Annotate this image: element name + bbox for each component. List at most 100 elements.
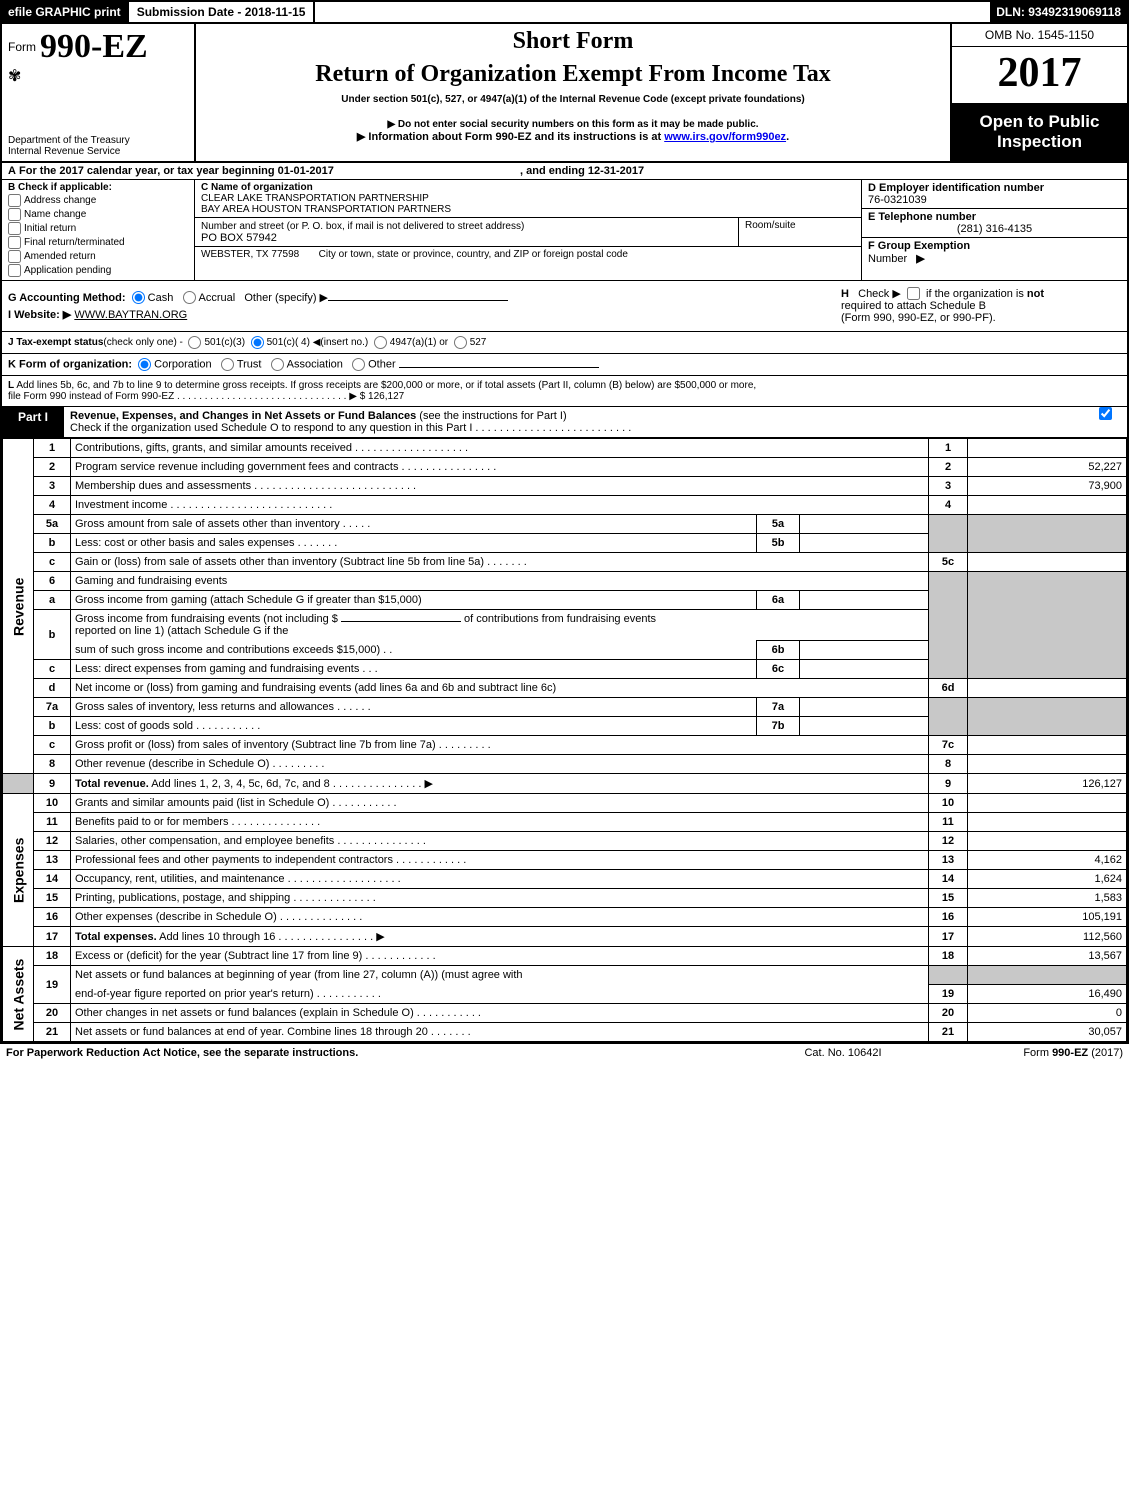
ln-4: 4 bbox=[34, 496, 71, 515]
num-12: 12 bbox=[929, 832, 968, 851]
f-group-exemption: F Group Exemption Number ▶ bbox=[862, 238, 1127, 267]
tax-year: 2017 bbox=[952, 47, 1127, 104]
6b-blank[interactable] bbox=[341, 621, 461, 622]
desc-17: Total expenses. Add lines 10 through 16 … bbox=[71, 927, 929, 947]
part-1-title-bold: Revenue, Expenses, and Changes in Net As… bbox=[70, 410, 419, 422]
d-label: D Employer identification number bbox=[868, 182, 1044, 194]
line-18: Net Assets 18 Excess or (deficit) for th… bbox=[3, 947, 1127, 966]
line-7a: 7a Gross sales of inventory, less return… bbox=[3, 698, 1127, 717]
line-8: 8 Other revenue (describe in Schedule O)… bbox=[3, 755, 1127, 774]
g-accrual-radio[interactable] bbox=[183, 291, 196, 304]
l-text-2: file Form 990 instead of Form 990-EZ bbox=[8, 391, 174, 402]
chk-application-pending-box[interactable] bbox=[8, 264, 21, 277]
line-6d: d Net income or (loss) from gaming and f… bbox=[3, 679, 1127, 698]
h-text-1: Check ▶ bbox=[858, 288, 901, 300]
open-to-public: Open to Public Inspection bbox=[952, 104, 1127, 161]
chk-initial-return-box[interactable] bbox=[8, 222, 21, 235]
ln-9: 9 bbox=[34, 774, 71, 794]
return-title: Return of Organization Exempt From Incom… bbox=[202, 61, 944, 88]
form-number: 990-EZ bbox=[40, 28, 148, 66]
grey-19-amt bbox=[968, 966, 1127, 985]
chk-final-return[interactable]: Final return/terminated bbox=[8, 236, 188, 249]
org-name-1: CLEAR LAKE TRANSPORTATION PARTNERSHIP bbox=[201, 193, 429, 204]
desc-20: Other changes in net assets or fund bala… bbox=[71, 1003, 929, 1022]
j-501c3-radio[interactable] bbox=[188, 336, 201, 349]
chk-name-change-box[interactable] bbox=[8, 208, 21, 221]
h-text-2: if the organization is bbox=[926, 288, 1027, 300]
l-label: L bbox=[8, 380, 14, 391]
g-other-blank[interactable] bbox=[328, 300, 508, 301]
num-17: 17 bbox=[929, 927, 968, 947]
j-527-radio[interactable] bbox=[454, 336, 467, 349]
footer: For Paperwork Reduction Act Notice, see … bbox=[0, 1044, 1129, 1062]
j-o4: 527 bbox=[470, 338, 487, 349]
desc-2: Program service revenue including govern… bbox=[71, 458, 929, 477]
num-18: 18 bbox=[929, 947, 968, 966]
desc-5b: Less: cost or other basis and sales expe… bbox=[71, 534, 757, 553]
desc-6b-1: Gross income from fundraising events (no… bbox=[71, 610, 929, 641]
chk-name-change-label: Name change bbox=[24, 209, 86, 220]
form-container: efile GRAPHIC print Submission Date - 20… bbox=[0, 0, 1129, 1044]
k-corp-radio[interactable] bbox=[138, 358, 151, 371]
efile-print-button[interactable]: efile GRAPHIC print bbox=[2, 2, 127, 22]
g-cash-radio[interactable] bbox=[132, 291, 145, 304]
chk-address-change-box[interactable] bbox=[8, 194, 21, 207]
line-19b: end-of-year figure reported on prior yea… bbox=[3, 984, 1127, 1003]
ln-6d: d bbox=[34, 679, 71, 698]
a-end: 12-31-2017 bbox=[588, 165, 644, 177]
desc-7a: Gross sales of inventory, less returns a… bbox=[71, 698, 757, 717]
footer-right-a: Form bbox=[1023, 1047, 1052, 1059]
desc-17-t: Add lines 10 through 16 . . . . . . . . … bbox=[157, 931, 385, 943]
subamt-6a bbox=[800, 591, 929, 610]
grey-5-amt bbox=[968, 515, 1127, 553]
do-not-enter: ▶ Do not enter social security numbers o… bbox=[202, 119, 944, 130]
row-j: J Tax-exempt status(check only one) - 50… bbox=[2, 332, 1127, 354]
c-street-label: Number and street (or P. O. box, if mail… bbox=[201, 221, 524, 232]
c-street: Number and street (or P. O. box, if mail… bbox=[195, 218, 738, 246]
num-9: 9 bbox=[929, 774, 968, 794]
j-501c-radio[interactable] bbox=[251, 336, 264, 349]
num-1: 1 bbox=[929, 439, 968, 458]
a-text-2: , and ending bbox=[520, 165, 588, 177]
chk-name-change[interactable]: Name change bbox=[8, 208, 188, 221]
under-section: Under section 501(c), 527, or 4947(a)(1)… bbox=[202, 94, 944, 105]
form-word: Form bbox=[8, 40, 36, 54]
topbar-spacer bbox=[315, 2, 990, 22]
k-other-radio[interactable] bbox=[352, 358, 365, 371]
line-15: 15 Printing, publications, postage, and … bbox=[3, 889, 1127, 908]
subamt-7a bbox=[800, 698, 929, 717]
chk-amended-return-box[interactable] bbox=[8, 250, 21, 263]
h-checkbox[interactable] bbox=[907, 287, 920, 300]
k-assoc-radio[interactable] bbox=[271, 358, 284, 371]
dln-label: DLN: bbox=[996, 5, 1028, 19]
line-2: 2 Program service revenue including gove… bbox=[3, 458, 1127, 477]
amt-19: 16,490 bbox=[968, 984, 1127, 1003]
de-column: D Employer identification number 76-0321… bbox=[862, 180, 1127, 280]
part-1-schedule-o-checkbox[interactable] bbox=[1099, 407, 1112, 420]
open-line-2: Inspection bbox=[956, 132, 1123, 152]
line-11: 11 Benefits paid to or for members . . .… bbox=[3, 813, 1127, 832]
num-6d: 6d bbox=[929, 679, 968, 698]
k-o3: Association bbox=[287, 359, 343, 371]
k-trust-radio[interactable] bbox=[221, 358, 234, 371]
j-sub: (check only one) - bbox=[103, 338, 182, 349]
num-5c: 5c bbox=[929, 553, 968, 572]
desc-18: Excess or (deficit) for the year (Subtra… bbox=[71, 947, 929, 966]
amt-8 bbox=[968, 755, 1127, 774]
chk-initial-return[interactable]: Initial return bbox=[8, 222, 188, 235]
l-amount: $ 126,127 bbox=[360, 391, 405, 402]
chk-address-change[interactable]: Address change bbox=[8, 194, 188, 207]
j-4947-radio[interactable] bbox=[374, 336, 387, 349]
k-other-blank[interactable] bbox=[399, 367, 599, 368]
chk-amended-return[interactable]: Amended return bbox=[8, 250, 188, 263]
chk-application-pending[interactable]: Application pending bbox=[8, 264, 188, 277]
info-link[interactable]: www.irs.gov/form990ez bbox=[664, 131, 786, 143]
submission-date: Submission Date - 2018-11-15 bbox=[127, 2, 316, 22]
ln-3: 3 bbox=[34, 477, 71, 496]
num-19: 19 bbox=[929, 984, 968, 1003]
i-value[interactable]: WWW.BAYTRAN.ORG bbox=[74, 309, 187, 321]
amt-11 bbox=[968, 813, 1127, 832]
amt-3: 73,900 bbox=[968, 477, 1127, 496]
chk-final-return-box[interactable] bbox=[8, 236, 21, 249]
desc-6b-text-3: reported on line 1) (attach Schedule G i… bbox=[75, 625, 288, 637]
